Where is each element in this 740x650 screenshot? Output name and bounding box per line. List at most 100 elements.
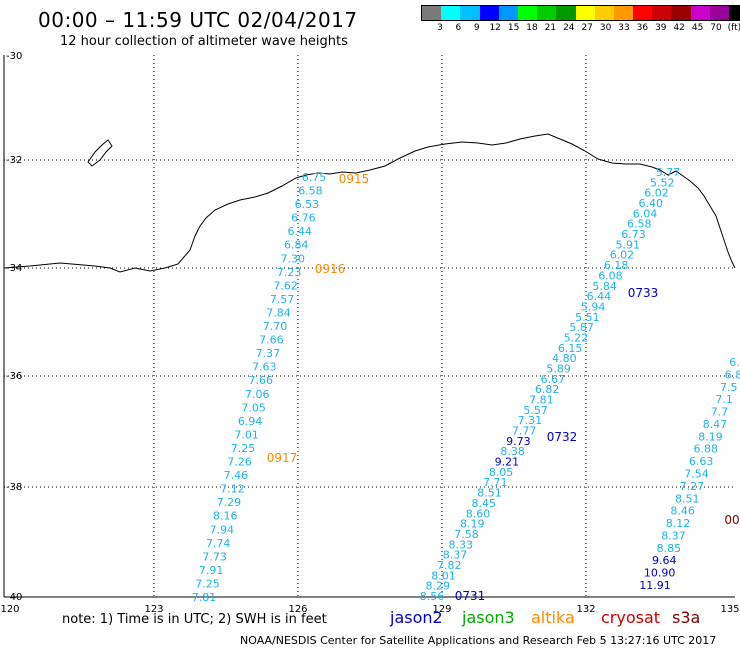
lon-tick-label: 135 (720, 604, 739, 615)
swh-value: 6.15 (558, 342, 583, 355)
color-swatch (517, 6, 538, 20)
pass-time-label: 0733 (628, 286, 659, 300)
swh-value: 5.91 (615, 238, 640, 251)
swh-value: 11.91 (639, 579, 671, 592)
axis-frame (3, 55, 735, 598)
swh-value: 7.27 (680, 480, 705, 493)
swh-value: 5.52 (650, 176, 675, 189)
swh-value: 7.66 (249, 374, 274, 387)
swh-value: 5.87 (569, 321, 594, 334)
swh-track-west: 6.756.586.536.766.446.847.307.237.627.57… (192, 171, 327, 604)
color-swatch (709, 6, 729, 20)
swh-value: 8.29 (426, 580, 451, 593)
swh-value: 7.06 (245, 388, 270, 401)
swh-value: 7.37 (256, 347, 281, 360)
swh-value: 7.63 (252, 361, 277, 374)
color-scale-tick: 3 (437, 23, 443, 33)
swh-value: 5.77 (656, 166, 681, 179)
swh-value: 7.54 (684, 468, 709, 481)
swh-value: 6.82 (535, 383, 560, 396)
color-swatch (441, 6, 461, 20)
color-swatch (575, 6, 595, 20)
pass-time-label: 00 (724, 513, 739, 527)
swh-value: 5.94 (581, 300, 606, 313)
swh-value: 8.16 (213, 510, 238, 523)
color-scale-tick: 36 (636, 23, 649, 33)
color-swatch (671, 6, 691, 20)
legend-item-jason2: jason2 (390, 608, 443, 627)
swh-value: 6.75 (302, 171, 327, 184)
swh-value: 7.26 (227, 456, 252, 469)
swh-value: 5.89 (546, 362, 571, 375)
swh-value: 7.25 (195, 577, 220, 590)
color-swatch (537, 6, 557, 20)
lon-tick-label: 123 (144, 604, 163, 615)
swh-value: 7.58 (454, 528, 479, 541)
swh-value: 7.91 (199, 564, 224, 577)
swh-value: 8.12 (666, 517, 691, 530)
swh-value: 6.44 (587, 290, 612, 303)
color-scale-tick: 42 (673, 23, 685, 33)
swh-value: 8.19 (460, 518, 485, 531)
swh-value: 6.53 (295, 198, 320, 211)
color-scale-tick: (ft) (727, 23, 740, 33)
swh-value: 9.73 (506, 435, 531, 448)
swh-track-middle: 5.775.526.026.406.046.586.735.916.026.18… (420, 166, 681, 603)
axis-tick-labels: 120 123 126 129 132 135 -30 -32 -34 -36 -38 -40 (0, 51, 739, 615)
swh-value: 7.66 (259, 334, 284, 347)
swh-value: 7.31 (518, 414, 543, 427)
legend-item-altika: altika (531, 608, 575, 627)
swh-value: 7.81 (529, 394, 554, 407)
swh-value: 8.38 (500, 445, 525, 458)
swh-value: 8.51 (675, 492, 700, 505)
color-swatch (633, 6, 653, 20)
swh-value: 6.44 (288, 225, 313, 238)
color-scale-tick: 39 (655, 23, 667, 33)
swh-value: 6.58 (627, 218, 652, 231)
pass-time-labels: 0915 0916 0917 0733 0732 0731 00 (267, 172, 740, 603)
color-scale-tick: 21 (544, 23, 557, 33)
swh-value: 6.63 (689, 455, 714, 468)
lat-tick-label: -30 (6, 51, 22, 62)
swh-value: 6.02 (644, 187, 669, 200)
swh-value: 7.84 (266, 306, 291, 319)
swh-value: 7.25 (231, 442, 256, 455)
swh-value: 6.84 (284, 239, 309, 252)
swh-value: 6.67 (541, 373, 566, 386)
footer-note: note: 1) Time is in UTC; 2) SWH is in fe… (62, 612, 327, 627)
swh-value: 7.73 (202, 550, 227, 563)
color-scale-tick: 12 (489, 23, 501, 33)
lon-tick-label: 126 (288, 604, 307, 615)
swh-value: 7.94 (209, 523, 234, 536)
color-swatch (652, 6, 672, 20)
swh-value: 6.5 (729, 356, 740, 369)
swh-value: 10.90 (644, 567, 676, 580)
swh-value: 5.22 (564, 331, 589, 344)
swh-value: 7.82 (437, 559, 462, 572)
swh-value: 7.23 (277, 266, 302, 279)
color-scale-tick: 33 (618, 23, 630, 33)
swh-value: 7.7 (711, 406, 729, 419)
swh-value: 5.51 (575, 311, 600, 324)
color-scale-tick: 9 (473, 23, 480, 33)
swh-value: 6.88 (693, 443, 718, 456)
color-swatch (594, 6, 614, 20)
swh-value: 8.37 (443, 549, 468, 562)
color-scale-tick: 18 (526, 23, 538, 33)
swh-value: 8.01 (431, 569, 456, 582)
color-scale-labels: 3 6 9 12 15 18 21 24 27 30 33 36 39 42 45 70 (ft) (421, 21, 740, 35)
lat-tick-label: -40 (6, 592, 22, 603)
swh-value: 8.46 (670, 505, 695, 518)
swh-value: 7.1 (715, 393, 733, 406)
lat-lon-grid (4, 55, 735, 597)
swh-value: 9.64 (652, 554, 677, 567)
legend-item-cryosat: cryosat (601, 608, 661, 627)
swh-value: 9.21 (495, 456, 520, 469)
swh-value: 7.30 (280, 252, 305, 265)
color-scale-tick: 24 (563, 23, 575, 33)
lon-tick-label: 120 (0, 604, 19, 615)
swh-value: 7.71 (483, 476, 508, 489)
swh-value: 6.76 (291, 212, 316, 225)
swh-value: 7.81 (192, 591, 217, 604)
